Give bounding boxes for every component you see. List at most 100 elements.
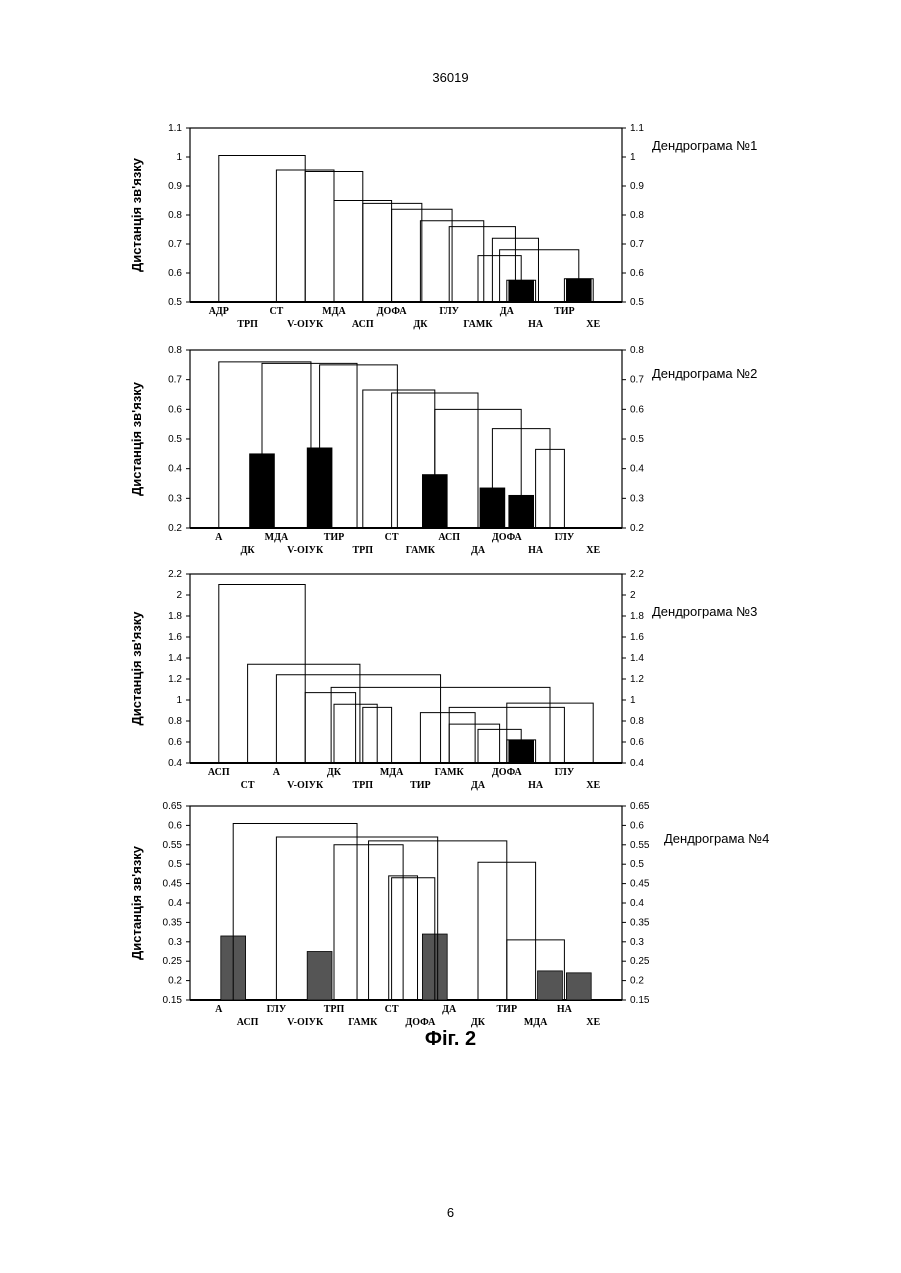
y-tick-label-left: 0.3: [168, 493, 182, 504]
leaf-label: А: [215, 532, 223, 543]
y-tick-label-left: 2: [176, 590, 182, 601]
y-tick-label-left: 1.8: [168, 611, 182, 622]
leaf-label: ДК: [327, 767, 342, 778]
y-tick-label-right: 0.4: [630, 758, 644, 769]
figure-caption: Фіг. 2: [0, 1028, 901, 1051]
y-tick-label-right: 1: [630, 695, 636, 706]
leaf-label: ТИР: [497, 1004, 518, 1015]
leaf-label: СТ: [241, 780, 255, 791]
leaf-label: АСП: [237, 1017, 259, 1028]
y-tick-label-left: 0.45: [163, 879, 183, 890]
y-axis-label: Дистанція зв'язку: [129, 381, 144, 496]
leaf-label: ГАМК: [463, 319, 493, 330]
leaf-label: ТИР: [324, 532, 345, 543]
plot-frame: [190, 574, 622, 763]
leaf-label: СТ: [385, 1004, 399, 1015]
leaf-label: ТРП: [237, 319, 258, 330]
y-tick-label-right: 1.8: [630, 611, 644, 622]
y-tick-label-left: 1.6: [168, 632, 182, 643]
y-tick-label-left: 0.7: [168, 239, 182, 250]
leaf-label: МДА: [322, 306, 346, 317]
chart-title: Дендрограма №2: [652, 366, 757, 381]
leaf-label: СТ: [385, 532, 399, 543]
dendrogram-link: [248, 664, 360, 763]
cluster-bar: [307, 952, 332, 1001]
y-tick-label-left: 2.2: [168, 569, 182, 580]
leaf-label: МДА: [265, 532, 289, 543]
leaf-label: ДА: [471, 780, 486, 791]
y-tick-label-right: 0.6: [630, 737, 644, 748]
leaf-label: ДОФА: [492, 767, 523, 778]
y-tick-label-left: 0.15: [163, 995, 183, 1006]
y-tick-label-right: 0.35: [630, 917, 650, 928]
y-tick-label-left: 0.65: [163, 801, 183, 812]
chart-title: Дендрограма №1: [652, 138, 757, 153]
leaf-label: ГАМК: [348, 1017, 378, 1028]
y-tick-label-left: 0.5: [168, 297, 182, 308]
leaf-label: ТРП: [353, 545, 374, 556]
y-tick-label-right: 1.6: [630, 632, 644, 643]
leaf-label: НА: [557, 1004, 573, 1015]
leaf-label: А: [215, 1004, 223, 1015]
y-tick-label-right: 0.5: [630, 434, 644, 445]
leaf-label: МДА: [524, 1017, 548, 1028]
y-axis-label: Дистанція зв'язку: [129, 157, 144, 272]
y-tick-label-right: 2: [630, 590, 636, 601]
y-tick-label-right: 2.2: [630, 569, 644, 580]
leaf-label: ДОФА: [492, 532, 523, 543]
leaf-label: ДОФА: [405, 1017, 436, 1028]
y-tick-label-left: 0.2: [168, 523, 182, 534]
leaf-label: ДК: [471, 1017, 486, 1028]
cluster-bar: [566, 973, 591, 1000]
leaf-label: V-OIУК: [287, 780, 324, 791]
leaf-label: ГЛУ: [267, 1004, 287, 1015]
leaf-label: ТРП: [353, 780, 374, 791]
y-tick-label-left: 0.8: [168, 345, 182, 356]
leaf-label: ГЛУ: [555, 532, 575, 543]
leaf-label: ДА: [500, 306, 515, 317]
dendrogram-link: [233, 823, 357, 1000]
leaf-label: ГАМК: [435, 767, 465, 778]
y-tick-label-right: 0.7: [630, 239, 644, 250]
leaf-label: ГЛУ: [439, 306, 459, 317]
y-tick-label-left: 0.4: [168, 758, 182, 769]
dendrogram-link: [363, 203, 422, 302]
leaf-label: НА: [528, 545, 544, 556]
leaf-label: ДОФА: [377, 306, 408, 317]
y-tick-label-right: 0.4: [630, 898, 644, 909]
y-tick-label-right: 0.9: [630, 181, 644, 192]
leaf-label: АДР: [209, 306, 229, 317]
leaf-label: ДА: [442, 1004, 457, 1015]
y-tick-label-right: 0.25: [630, 956, 650, 967]
y-tick-label-right: 0.8: [630, 210, 644, 221]
y-tick-label-left: 0.6: [168, 268, 182, 279]
y-tick-label-left: 0.3: [168, 937, 182, 948]
leaf-label: ДА: [471, 545, 486, 556]
leaf-label: ТИР: [410, 780, 431, 791]
y-tick-label-left: 1: [176, 152, 182, 163]
y-tick-label-left: 0.7: [168, 375, 182, 386]
y-tick-label-right: 0.2: [630, 523, 644, 534]
y-tick-label-right: 0.45: [630, 879, 650, 890]
y-tick-label-left: 1: [176, 695, 182, 706]
y-tick-label-right: 0.6: [630, 404, 644, 415]
y-tick-label-right: 0.2: [630, 976, 644, 987]
leaf-label: ХЕ: [586, 319, 600, 330]
leaf-label: ТИР: [554, 306, 575, 317]
y-axis-label: Дистанція зв'язку: [129, 845, 144, 960]
leaf-label: АСП: [352, 319, 374, 330]
chart-title: Дендрограма №4: [664, 831, 769, 846]
y-tick-label-left: 0.6: [168, 737, 182, 748]
y-tick-label-left: 0.9: [168, 181, 182, 192]
y-tick-label-right: 0.4: [630, 464, 644, 475]
y-tick-label-left: 0.8: [168, 716, 182, 727]
y-tick-label-right: 0.65: [630, 801, 650, 812]
leaf-label: А: [273, 767, 281, 778]
y-tick-label-left: 0.4: [168, 898, 182, 909]
leaf-label: ХЕ: [586, 780, 600, 791]
dendrogram-link: [449, 724, 499, 763]
y-tick-label-right: 0.7: [630, 375, 644, 386]
y-tick-label-right: 0.5: [630, 859, 644, 870]
y-tick-label-right: 0.5: [630, 297, 644, 308]
